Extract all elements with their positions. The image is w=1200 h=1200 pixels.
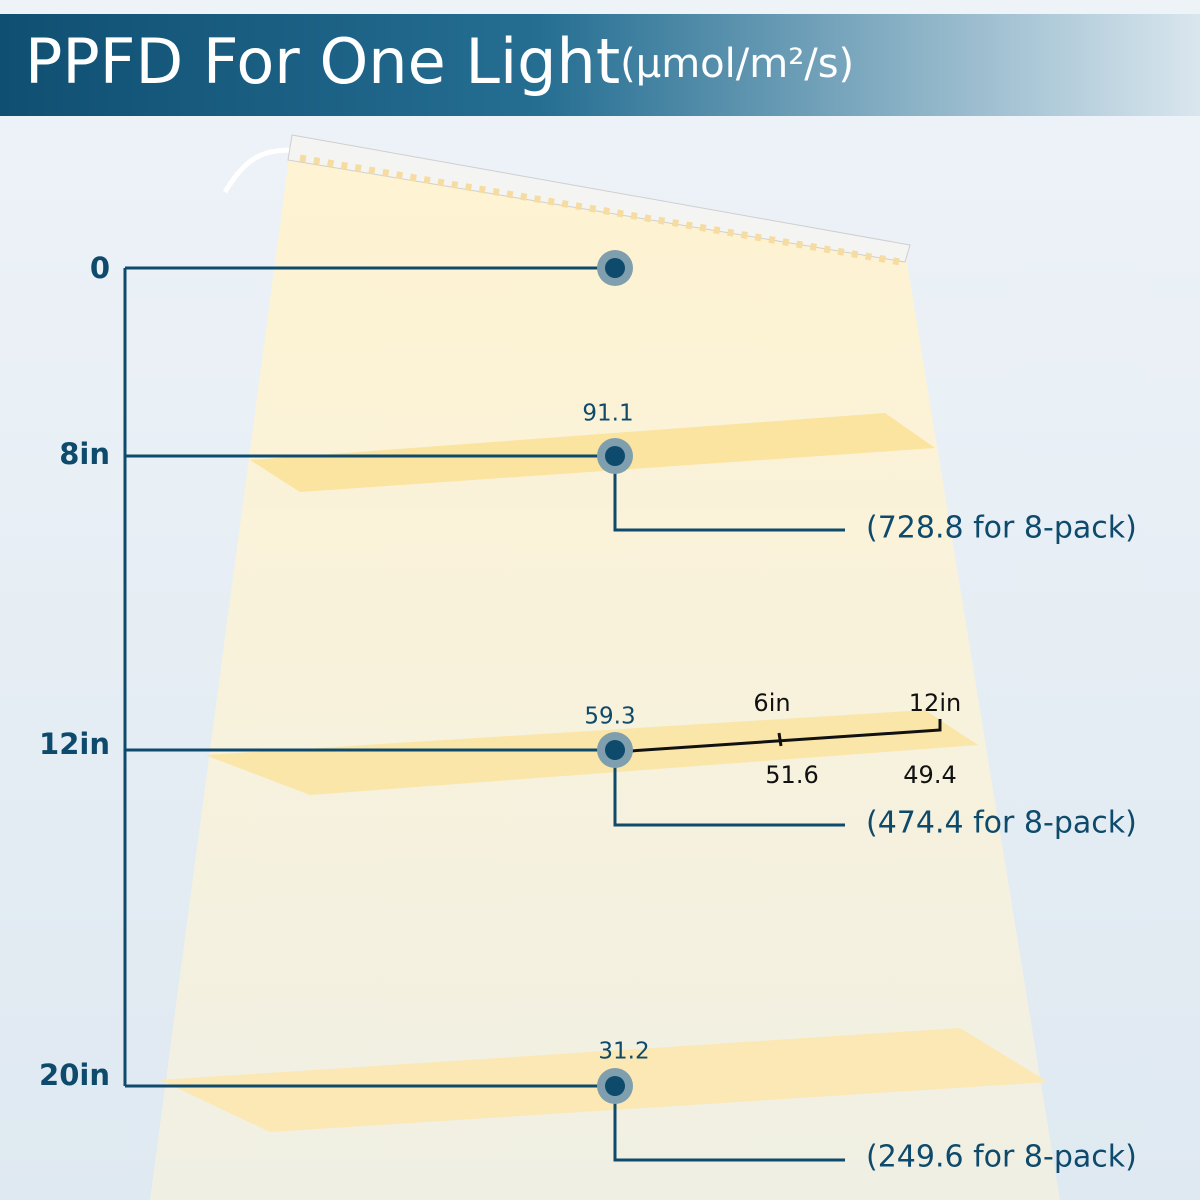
connector [613, 456, 845, 532]
marker [605, 258, 625, 278]
level-label: 20in [39, 1058, 110, 1092]
spread-distance: 6in [753, 689, 790, 717]
connector [613, 750, 845, 827]
spread-tick [777, 732, 783, 747]
spread-distance: 12in [909, 689, 961, 717]
pack-note: (728.8 for 8-pack) [866, 511, 1137, 546]
ppfd-value: 91.1 [582, 401, 633, 427]
title-text: PPFD For One Light [25, 25, 620, 98]
level-label: 12in [39, 727, 110, 761]
level-label: 0 [90, 251, 110, 285]
marker [605, 446, 625, 466]
marker [605, 1076, 625, 1096]
light-plane [250, 413, 935, 492]
connector [613, 1086, 845, 1162]
pack-note: (474.4 for 8-pack) [866, 806, 1137, 841]
marker [605, 740, 625, 760]
ppfd-value: 31.2 [598, 1039, 649, 1065]
spread-value: 49.4 [903, 761, 956, 789]
level-label: 8in [59, 437, 110, 471]
unit: (μmol/m²/s) [620, 41, 854, 87]
markers [597, 250, 633, 1104]
header-band [0, 14, 1200, 116]
light-bar [287, 134, 911, 263]
spread-line [614, 719, 942, 754]
led-strip [299, 154, 901, 266]
spread-value: 51.6 [765, 761, 818, 789]
title: PPFD For One Light(μmol/m²/s) [25, 25, 854, 98]
light-cone [150, 150, 1060, 1200]
light-plane [205, 710, 978, 795]
ppfd-value: 59.3 [584, 704, 635, 730]
pack-note: (249.6 for 8-pack) [866, 1140, 1137, 1175]
